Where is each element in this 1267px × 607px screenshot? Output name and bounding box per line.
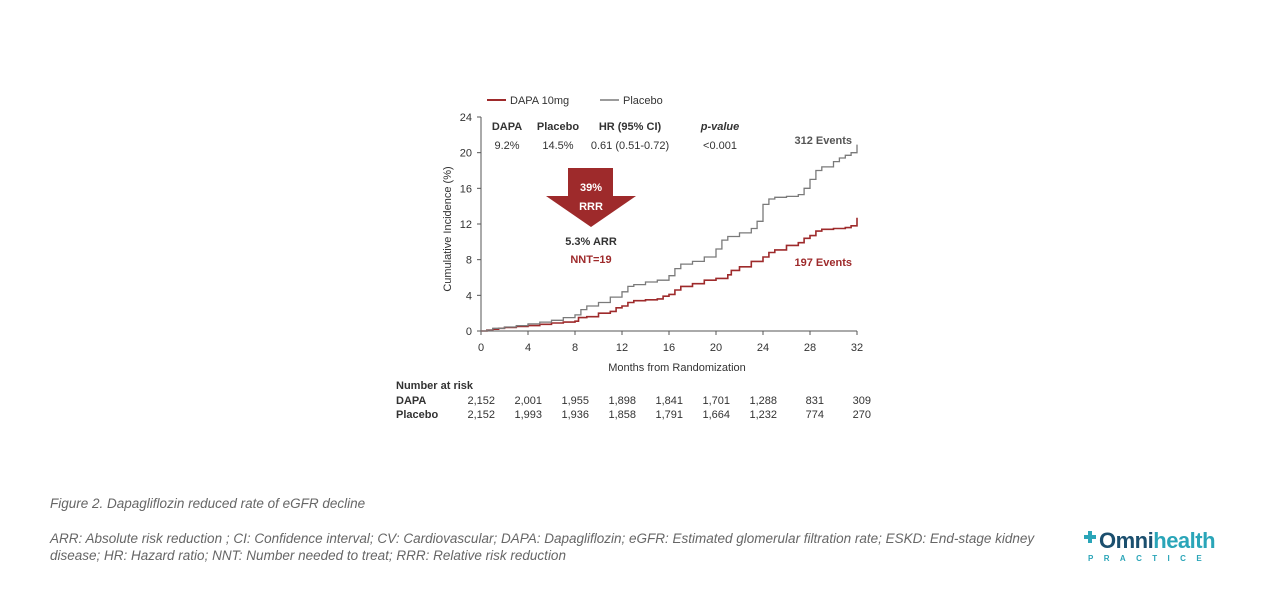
- x-tick-label: 16: [663, 342, 675, 354]
- y-tick-label: 12: [460, 219, 472, 231]
- x-tick-label: 8: [572, 342, 578, 354]
- logo-subtitle: PRACTICE: [1088, 554, 1213, 563]
- y-axis: 0 4 8 12 16 20 24: [460, 112, 482, 338]
- risk-cell: 1,858: [608, 409, 636, 421]
- y-tick-label: 0: [466, 326, 472, 338]
- risk-cell: 1,955: [561, 395, 589, 407]
- chart: DAPA 10mg Placebo 0 4 8 12 16 20 24 0 4 8 12 16 20 2…: [396, 95, 871, 421]
- arr-label: 5.3% ARR: [565, 236, 617, 248]
- logo-o: O: [1099, 528, 1116, 553]
- rrr-arrow-label-percent: 39%: [580, 182, 602, 194]
- risk-cell: 2,152: [467, 409, 495, 421]
- y-tick-label: 24: [460, 112, 472, 124]
- stats-header-pvalue: p-value: [700, 121, 740, 133]
- legend: DAPA 10mg Placebo: [487, 95, 663, 107]
- stats-header-dapa: DAPA: [492, 121, 522, 133]
- x-tick-label: 20: [710, 342, 722, 354]
- risk-row-label-placebo: Placebo: [396, 409, 438, 421]
- y-tick-label: 20: [460, 148, 472, 160]
- risk-cell: 1,288: [749, 395, 777, 407]
- figure-caption: Figure 2. Dapagliflozin reduced rate of …: [50, 496, 366, 511]
- risk-table-title: Number at risk: [396, 380, 474, 392]
- stats-table: DAPA Placebo HR (95% CI) p-value 9.2% 14…: [492, 121, 739, 152]
- stats-value-placebo: 14.5%: [542, 140, 573, 152]
- rrr-arrow: 39% RRR: [546, 168, 636, 227]
- risk-cell: 1,701: [702, 395, 730, 407]
- logo-wordmark: Omnihealth: [1084, 528, 1216, 554]
- rrr-arrow-label-rrr: RRR: [579, 201, 603, 213]
- stats-value-hr: 0.61 (0.51-0.72): [591, 140, 669, 152]
- figure-footnote: ARR: Absolute risk reduction ; CI: Confi…: [50, 531, 1035, 563]
- risk-cell: 1,936: [561, 409, 589, 421]
- risk-cell: 309: [853, 395, 871, 407]
- x-axis-label: Months from Randomization: [608, 362, 746, 374]
- x-axis: 0 4 8 12 16 20 24 28 32: [478, 330, 863, 354]
- risk-cell: 1,898: [608, 395, 636, 407]
- risk-cell: 1,993: [514, 409, 542, 421]
- stats-header-hr: HR (95% CI): [599, 121, 662, 133]
- logo-mni: mni: [1115, 528, 1154, 553]
- series-group: [481, 144, 858, 332]
- y-tick-label: 8: [466, 255, 472, 267]
- x-tick-label: 24: [757, 342, 769, 354]
- risk-cell: 1,791: [655, 409, 683, 421]
- y-tick-label: 16: [460, 183, 472, 195]
- x-tick-label: 0: [478, 342, 484, 354]
- risk-cell: 831: [806, 395, 824, 407]
- risk-row-label-dapa: DAPA: [396, 395, 426, 407]
- risk-cell: 270: [853, 409, 871, 421]
- stats-value-dapa: 9.2%: [494, 140, 519, 152]
- rrr-arrow-shape: [546, 168, 636, 227]
- stats-header-placebo: Placebo: [537, 121, 579, 133]
- risk-cell: 774: [806, 409, 824, 421]
- risk-cell: 2,152: [467, 395, 495, 407]
- omnihealth-logo: Omnihealth PRACTICE: [1084, 528, 1226, 568]
- risk-cell: 2,001: [514, 395, 542, 407]
- x-tick-label: 4: [525, 342, 531, 354]
- logo-health: health: [1153, 528, 1216, 553]
- placebo-events-label: 312 Events: [795, 135, 852, 147]
- risk-cell: 1,841: [655, 395, 683, 407]
- plus-icon: [1084, 531, 1098, 551]
- series-line-dapa: [481, 217, 858, 332]
- risk-table: Number at risk DAPA Placebo 2,152 2,001 1,…: [396, 380, 871, 421]
- risk-cell: 1,232: [749, 409, 777, 421]
- risk-cell: 1,664: [702, 409, 730, 421]
- y-tick-label: 4: [466, 290, 472, 302]
- x-tick-label: 28: [804, 342, 816, 354]
- nnt-label: NNT=19: [570, 254, 611, 266]
- x-tick-label: 32: [851, 342, 863, 354]
- y-axis-label: Cumulative Incidence (%): [442, 166, 454, 291]
- series-line-placebo: [481, 144, 858, 332]
- risk-values: 2,152 2,001 1,955 1,898 1,841 1,701 1,288 831 30…: [467, 395, 871, 421]
- legend-label-dapa: DAPA 10mg: [510, 95, 569, 107]
- legend-label-placebo: Placebo: [623, 95, 663, 107]
- dapa-events-label: 197 Events: [795, 257, 852, 269]
- x-tick-label: 12: [616, 342, 628, 354]
- stats-value-pvalue: <0.001: [703, 140, 737, 152]
